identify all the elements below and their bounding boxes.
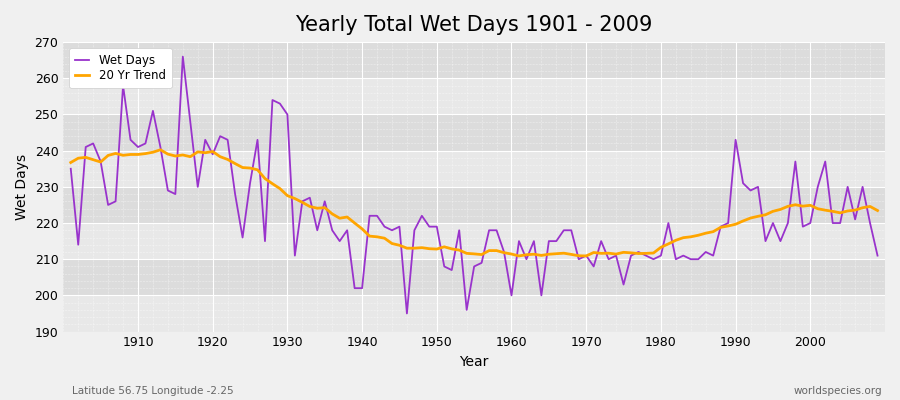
Wet Days xyxy=(611,253,622,258)
Wet Days xyxy=(125,138,136,142)
Title: Yearly Total Wet Days 1901 - 2009: Yearly Total Wet Days 1901 - 2009 xyxy=(295,15,652,35)
Bar xyxy=(63,259,885,295)
20 Yr Trend xyxy=(521,252,532,257)
Bar xyxy=(63,223,885,259)
Bar xyxy=(63,295,885,332)
Bar xyxy=(63,187,885,223)
20 Yr Trend xyxy=(155,148,166,152)
Wet Days xyxy=(342,228,353,233)
20 Yr Trend xyxy=(342,215,353,220)
Text: Latitude 56.75 Longitude -2.25: Latitude 56.75 Longitude -2.25 xyxy=(72,386,234,396)
Wet Days xyxy=(66,166,77,171)
Wet Days xyxy=(514,239,525,244)
20 Yr Trend xyxy=(66,160,77,165)
20 Yr Trend xyxy=(125,152,136,157)
Bar xyxy=(63,151,885,187)
Bar xyxy=(63,78,885,114)
Bar xyxy=(63,114,885,151)
20 Yr Trend xyxy=(611,252,622,256)
X-axis label: Year: Year xyxy=(460,355,489,369)
20 Yr Trend xyxy=(514,254,525,258)
20 Yr Trend xyxy=(872,208,883,213)
Line: 20 Yr Trend: 20 Yr Trend xyxy=(71,150,878,256)
20 Yr Trend xyxy=(506,252,517,256)
Wet Days xyxy=(872,253,883,258)
20 Yr Trend xyxy=(297,200,308,205)
Y-axis label: Wet Days: Wet Days xyxy=(15,154,29,220)
Wet Days xyxy=(297,199,308,204)
Line: Wet Days: Wet Days xyxy=(71,56,878,314)
Wet Days xyxy=(521,257,532,262)
Bar xyxy=(63,42,885,78)
Wet Days xyxy=(401,311,412,316)
Text: worldspecies.org: worldspecies.org xyxy=(794,386,882,396)
Wet Days xyxy=(177,54,188,59)
Legend: Wet Days, 20 Yr Trend: Wet Days, 20 Yr Trend xyxy=(69,48,172,88)
